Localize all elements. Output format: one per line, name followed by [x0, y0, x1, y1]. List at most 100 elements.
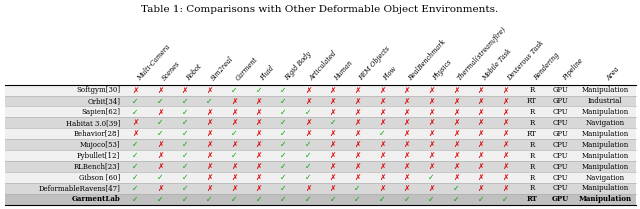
Text: RT: RT: [527, 195, 538, 203]
Text: ✗: ✗: [305, 97, 311, 106]
Text: ✗: ✗: [206, 151, 212, 160]
Text: ✗: ✗: [354, 118, 360, 127]
Bar: [5, 183, 636, 194]
Text: ✗: ✗: [477, 140, 484, 149]
Text: CPU: CPU: [553, 173, 568, 181]
Text: ✗: ✗: [379, 173, 385, 182]
Text: ✗: ✗: [379, 107, 385, 116]
Text: ✓: ✓: [305, 151, 311, 160]
Text: ✓: ✓: [330, 195, 336, 204]
Text: ✗: ✗: [354, 162, 360, 171]
Bar: [5, 150, 636, 161]
Text: ✓: ✓: [280, 173, 287, 182]
Text: ✗: ✗: [305, 86, 311, 95]
Text: GPU: GPU: [552, 195, 569, 203]
Bar: [5, 96, 636, 107]
Text: RT: RT: [527, 97, 537, 105]
Text: ✗: ✗: [403, 107, 410, 116]
Text: ✓: ✓: [280, 86, 287, 95]
Text: ✗: ✗: [206, 129, 212, 138]
Text: ✗: ✗: [502, 107, 509, 116]
Text: ✗: ✗: [453, 140, 460, 149]
Text: ✗: ✗: [354, 173, 360, 182]
Bar: [5, 161, 636, 172]
Text: ✓: ✓: [379, 129, 385, 138]
Text: ✓: ✓: [181, 107, 188, 116]
Text: ✗: ✗: [403, 173, 410, 182]
Text: Manipulation: Manipulation: [582, 141, 629, 149]
Text: ✓: ✓: [280, 162, 287, 171]
Bar: [5, 107, 636, 117]
Text: ✓: ✓: [206, 97, 212, 106]
Text: Navigation: Navigation: [586, 119, 625, 127]
Text: ✗: ✗: [379, 140, 385, 149]
Text: ✗: ✗: [206, 184, 212, 193]
Text: ✗: ✗: [231, 107, 237, 116]
Text: ✗: ✗: [206, 86, 212, 95]
Text: ✗: ✗: [206, 162, 212, 171]
Text: ✗: ✗: [379, 97, 385, 106]
Text: ✓: ✓: [157, 129, 163, 138]
Text: ✗: ✗: [502, 86, 509, 95]
Text: ✓: ✓: [132, 107, 138, 116]
Text: ✓: ✓: [181, 151, 188, 160]
Text: ✗: ✗: [453, 86, 460, 95]
Text: Mujoco[53]: Mujoco[53]: [80, 141, 120, 149]
Text: R: R: [529, 184, 534, 192]
Text: ✗: ✗: [428, 162, 435, 171]
Text: ✓: ✓: [132, 195, 138, 204]
Text: Thermal(stream/fire): Thermal(stream/fire): [456, 25, 508, 82]
Text: ✓: ✓: [206, 195, 212, 204]
Text: Manipulation: Manipulation: [579, 195, 632, 203]
Text: Pybullet[12]: Pybullet[12]: [77, 152, 120, 160]
Text: ✗: ✗: [206, 107, 212, 116]
Text: ✗: ✗: [453, 151, 460, 160]
Text: ✓: ✓: [255, 195, 262, 204]
Text: ✗: ✗: [502, 162, 509, 171]
Text: RLBench[23]: RLBench[23]: [74, 163, 120, 171]
Text: ✓: ✓: [181, 118, 188, 127]
Text: Multi-Camera: Multi-Camera: [135, 43, 172, 82]
Text: CPU: CPU: [553, 108, 568, 116]
Text: ✗: ✗: [206, 173, 212, 182]
Text: ✗: ✗: [354, 129, 360, 138]
Text: ✗: ✗: [502, 140, 509, 149]
Text: ✗: ✗: [330, 184, 336, 193]
Text: ✗: ✗: [231, 140, 237, 149]
Text: ✗: ✗: [354, 151, 360, 160]
Text: Sapien[62]: Sapien[62]: [81, 108, 120, 116]
Text: Manipulation: Manipulation: [582, 108, 629, 116]
Text: CPU: CPU: [553, 184, 568, 192]
Text: ✓: ✓: [132, 162, 138, 171]
Text: ✗: ✗: [477, 184, 484, 193]
Text: ✓: ✓: [502, 195, 509, 204]
Text: Garment: Garment: [234, 55, 259, 82]
Text: ✗: ✗: [403, 97, 410, 106]
Text: ✓: ✓: [231, 86, 237, 95]
Text: ✗: ✗: [477, 129, 484, 138]
Text: R: R: [529, 163, 534, 171]
Text: Rendering: Rendering: [532, 51, 561, 82]
Text: ✗: ✗: [502, 118, 509, 127]
Text: ✗: ✗: [132, 118, 138, 127]
Text: ✓: ✓: [428, 173, 435, 182]
Text: ✗: ✗: [330, 173, 336, 182]
Text: ✗: ✗: [379, 118, 385, 127]
Text: ✓: ✓: [181, 162, 188, 171]
Bar: [5, 194, 636, 205]
Text: ✗: ✗: [428, 151, 435, 160]
Text: GPU: GPU: [553, 86, 568, 94]
Text: Navigation: Navigation: [586, 173, 625, 181]
Text: ✓: ✓: [157, 118, 163, 127]
Text: ✗: ✗: [502, 97, 509, 106]
Text: R: R: [529, 141, 534, 149]
Text: ✗: ✗: [206, 140, 212, 149]
Text: ✗: ✗: [428, 97, 435, 106]
Text: ✗: ✗: [477, 107, 484, 116]
Text: RealBenchmark: RealBenchmark: [406, 38, 447, 82]
Text: ✗: ✗: [305, 118, 311, 127]
Text: ✗: ✗: [502, 184, 509, 193]
Text: ✗: ✗: [502, 173, 509, 182]
Text: ✗: ✗: [403, 118, 410, 127]
Text: ✓: ✓: [157, 97, 163, 106]
